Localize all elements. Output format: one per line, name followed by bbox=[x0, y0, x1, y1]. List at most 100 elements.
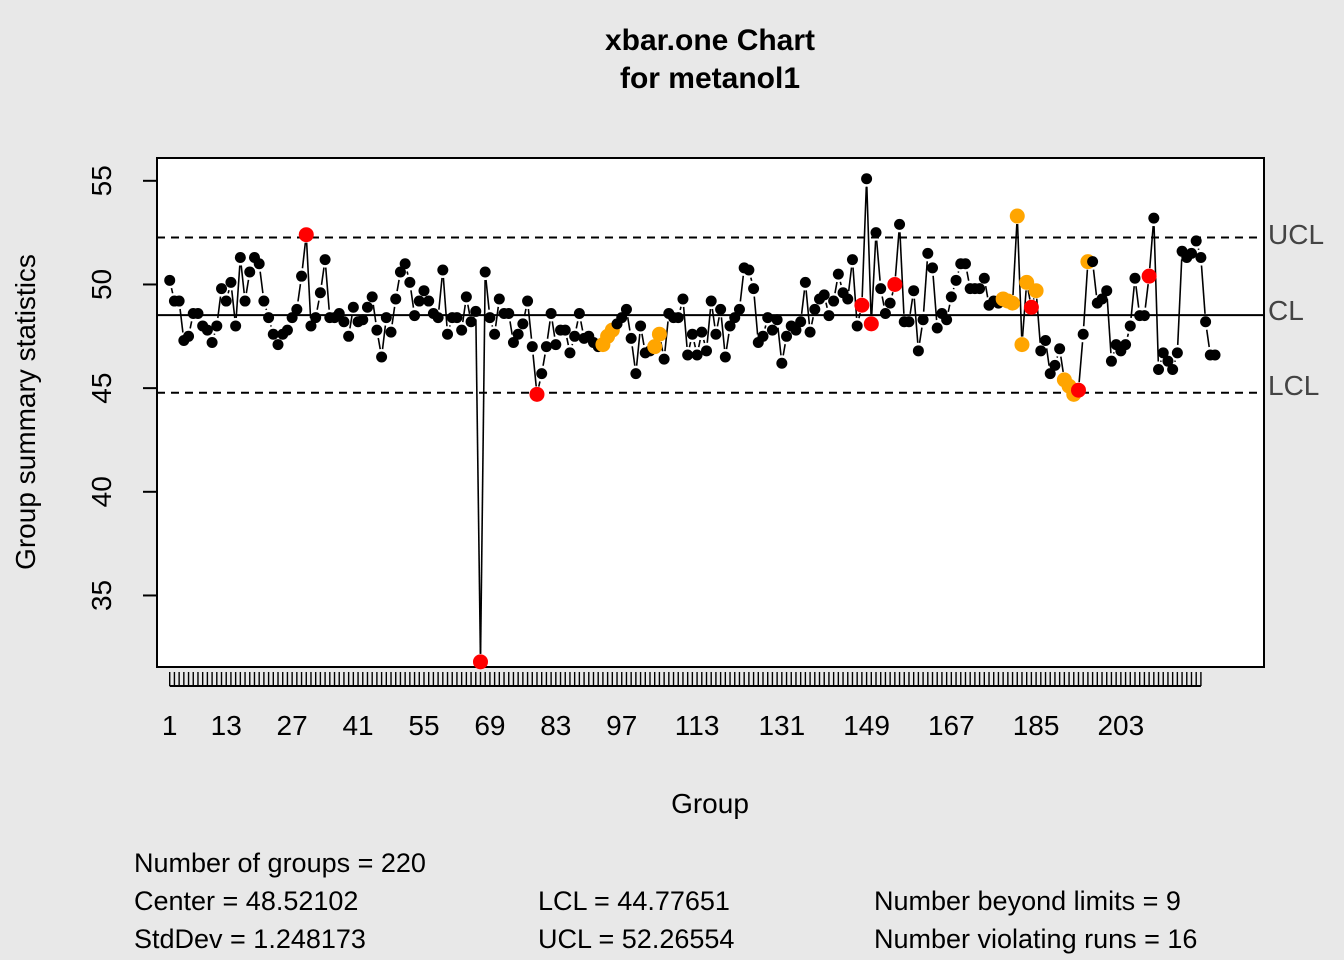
data-point bbox=[559, 324, 571, 336]
data-point bbox=[620, 303, 632, 315]
data-point bbox=[164, 274, 176, 286]
data-point bbox=[1124, 320, 1136, 332]
data-point bbox=[225, 276, 237, 288]
data-point bbox=[710, 328, 722, 340]
data-point bbox=[724, 320, 736, 332]
data-point-violating-run bbox=[1009, 208, 1025, 224]
data-point bbox=[418, 285, 430, 297]
data-point bbox=[748, 283, 760, 295]
data-point bbox=[460, 291, 472, 303]
series-segment bbox=[479, 280, 486, 654]
data-point bbox=[253, 258, 265, 270]
series-segment bbox=[764, 325, 767, 329]
series-segment bbox=[566, 337, 570, 346]
data-point bbox=[220, 295, 232, 307]
data-point bbox=[470, 305, 482, 317]
data-point bbox=[423, 295, 435, 307]
y-tick-label: 40 bbox=[86, 476, 117, 507]
stats-ucl: UCL = 52.26554 bbox=[538, 924, 735, 954]
data-point bbox=[861, 173, 873, 185]
data-point bbox=[762, 312, 774, 324]
series-segment bbox=[753, 296, 759, 335]
series-segment bbox=[1092, 269, 1098, 296]
series-segment bbox=[834, 281, 838, 294]
data-point bbox=[1054, 343, 1066, 355]
data-point bbox=[795, 316, 807, 328]
data-point bbox=[484, 312, 496, 324]
series-segment bbox=[870, 240, 877, 316]
series-segment bbox=[750, 277, 753, 282]
series-segment bbox=[1082, 269, 1089, 327]
data-point bbox=[1035, 345, 1047, 357]
data-point bbox=[540, 341, 552, 353]
data-point bbox=[757, 330, 769, 342]
series-segment bbox=[641, 333, 645, 346]
data-point bbox=[1044, 368, 1056, 380]
series-segment bbox=[1144, 284, 1149, 308]
data-point-beyond-limits bbox=[472, 654, 488, 670]
series-segment bbox=[777, 327, 782, 356]
series-segment bbox=[179, 308, 184, 333]
data-point bbox=[776, 357, 788, 369]
data-point bbox=[456, 324, 468, 336]
series-segment bbox=[217, 296, 222, 319]
data-point bbox=[635, 320, 647, 332]
data-point bbox=[1195, 252, 1207, 264]
data-point bbox=[258, 295, 270, 307]
series-segment bbox=[1200, 265, 1206, 314]
series-line bbox=[170, 186, 1210, 654]
series-segment bbox=[406, 271, 409, 275]
series-segment bbox=[720, 317, 726, 350]
data-point bbox=[823, 310, 835, 322]
data-point-violating-run bbox=[1005, 295, 1021, 311]
data-point bbox=[870, 227, 882, 239]
y-tick-label: 50 bbox=[86, 269, 117, 300]
data-point bbox=[394, 266, 406, 278]
x-tick-label: 167 bbox=[928, 710, 975, 741]
stats-beyond-limits: Number beyond limits = 9 bbox=[874, 886, 1181, 916]
series-segment bbox=[245, 279, 250, 294]
x-tick-label: 13 bbox=[211, 710, 242, 741]
data-point bbox=[879, 307, 891, 319]
data-point bbox=[851, 320, 863, 332]
data-point bbox=[545, 307, 557, 319]
data-point bbox=[1209, 349, 1221, 361]
data-point bbox=[357, 314, 369, 326]
series-segment bbox=[349, 315, 353, 329]
series-segment bbox=[537, 381, 541, 387]
data-point bbox=[479, 266, 491, 278]
series-segment bbox=[324, 267, 330, 310]
data-point bbox=[809, 303, 821, 315]
series-segment bbox=[702, 339, 706, 344]
series-segment bbox=[810, 317, 814, 325]
series-segment bbox=[189, 321, 193, 329]
data-point bbox=[1162, 355, 1174, 367]
data-point bbox=[564, 347, 576, 359]
data-point bbox=[211, 320, 223, 332]
y-tick-label: 55 bbox=[86, 165, 117, 196]
series-segment bbox=[485, 279, 490, 310]
series-segment bbox=[825, 302, 828, 308]
data-point bbox=[489, 328, 501, 340]
data-point bbox=[691, 349, 703, 361]
x-tick-label: 149 bbox=[843, 710, 890, 741]
data-point bbox=[715, 303, 727, 315]
lcl-label: LCL bbox=[1268, 370, 1319, 401]
series-segment bbox=[575, 321, 579, 329]
data-point bbox=[719, 351, 731, 363]
series-segment bbox=[391, 306, 396, 325]
data-point-violating-run bbox=[1014, 337, 1030, 353]
series-segment bbox=[858, 312, 861, 319]
series-segment bbox=[230, 290, 236, 319]
data-point bbox=[1138, 310, 1150, 322]
data-point bbox=[291, 303, 303, 315]
series-segment bbox=[377, 337, 382, 350]
data-point bbox=[1049, 359, 1061, 371]
data-point bbox=[1120, 339, 1132, 351]
data-point-beyond-limits bbox=[529, 386, 545, 402]
series-segment bbox=[305, 242, 312, 318]
data-point bbox=[677, 293, 689, 305]
series-segment bbox=[706, 308, 712, 343]
